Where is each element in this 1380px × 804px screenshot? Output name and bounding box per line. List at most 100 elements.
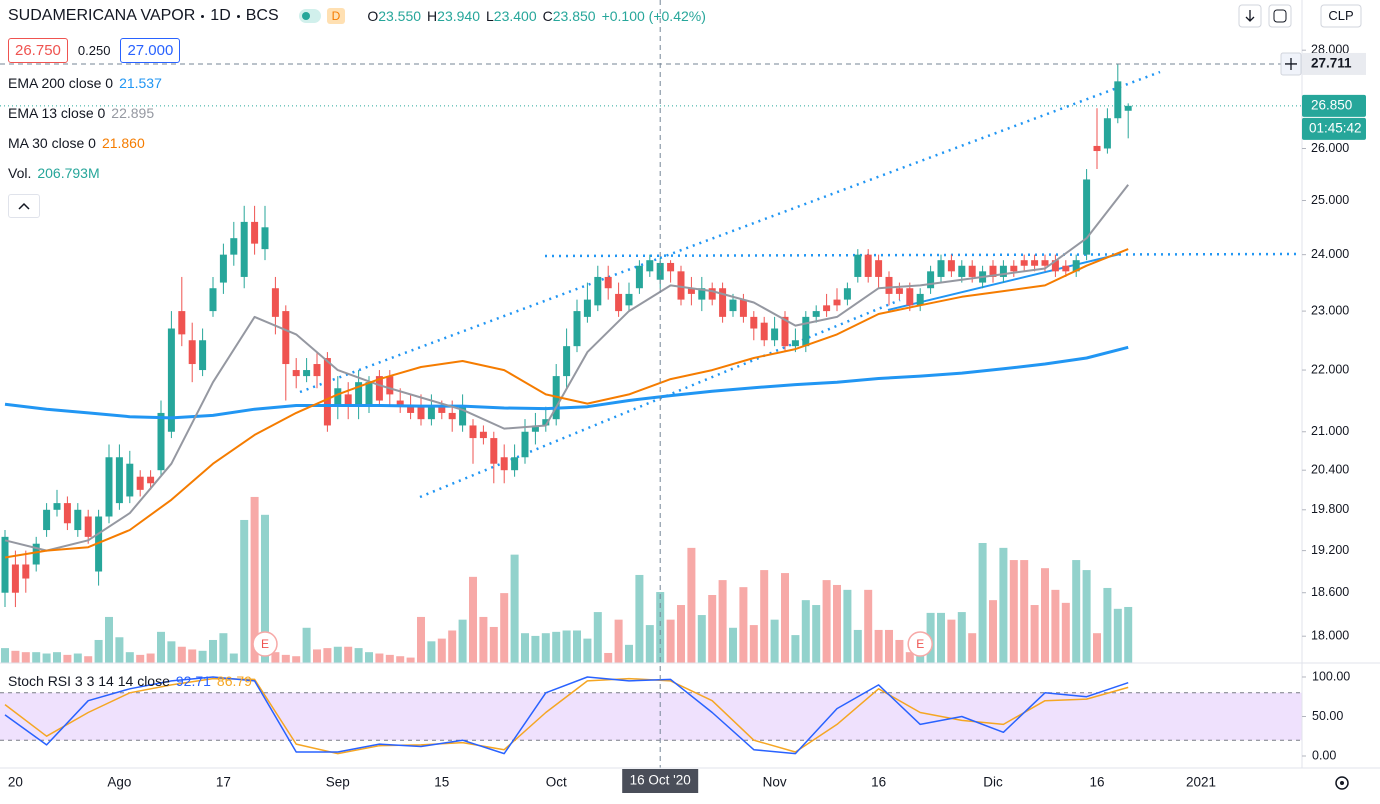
volume-bar [209,639,217,663]
volume-bar [323,648,332,663]
candle-body [386,376,394,395]
currency-box[interactable] [1320,4,1362,28]
volume-bar [687,547,696,663]
candle-body [469,425,477,439]
volume-bar [167,641,176,663]
volume-bar [354,648,363,663]
candle-body [396,400,404,407]
stoch-name: Stoch RSI 3 3 14 14 close [8,673,170,689]
candle-body [698,288,706,300]
volume-bar [635,574,644,663]
candle-body [448,412,456,420]
candle-body [968,265,976,277]
volume-bar [469,576,477,663]
candle-body [615,293,623,312]
y-tick-label: 26.000 [1311,141,1349,155]
last-price-label: 26.850 [1311,97,1352,112]
indicator-value: 206.793M [37,165,100,181]
candle-body [729,299,737,312]
volume-bar [302,627,311,663]
volume-bar [125,652,134,663]
candle-body [147,476,155,484]
candle-body [251,221,259,244]
indicator-value: 21.537 [119,75,162,91]
volume-bar [417,616,425,663]
candle-body [781,316,789,347]
candle-body [687,288,695,294]
candle-body [646,260,654,272]
volume-bar [552,631,561,663]
legend-item[interactable]: EMA 13 close 0 22.895 [8,98,706,128]
volume-bar [177,646,186,663]
candle-body [427,406,435,420]
candle-body [885,276,893,294]
volume-bar [968,633,977,663]
fullscreen-button[interactable] [1268,4,1292,28]
trend-line [299,256,661,394]
candle-body [854,254,862,277]
volume-bar [749,625,758,663]
candle-body [542,419,550,426]
volume-bar [885,629,893,663]
candle-body [282,311,290,365]
candle-body [604,276,612,289]
volume-bar [604,652,613,663]
event-label: E [916,637,924,651]
indicator-line [4,345,1129,420]
volume-bar [437,638,446,663]
indicator-name: MA 30 close 0 [8,135,96,151]
candle-body [115,457,123,504]
volume-bar [666,619,675,663]
candle-body [563,346,571,377]
candle-body [334,388,342,407]
volume-bar [510,554,519,663]
legend-item[interactable]: Vol. 206.793M [8,158,706,188]
volume-bar [1020,560,1029,663]
candle-body [511,457,519,471]
x-tick-label: 20 [8,775,23,790]
fullscreen-icon [1273,9,1287,23]
candle-body [1062,265,1070,272]
countdown-box [1302,117,1366,140]
volume-bar [73,653,82,663]
y-tick-label: 25.000 [1311,193,1349,207]
toggle[interactable] [298,9,321,23]
bid[interactable]: 26.750 [8,37,68,63]
volume-bar [94,639,103,663]
candle-body [999,265,1007,277]
event-marker [252,631,278,657]
ask[interactable]: 27.000 [120,37,181,63]
y-tick-label: 18.600 [1311,585,1349,599]
settings-icon[interactable] [1335,776,1349,790]
volume-bar [1093,633,1101,663]
x-tick-label: 16 [871,775,886,790]
readout-value: 23.850 [552,8,596,24]
volume-bar [84,656,93,663]
legend-item[interactable]: EMA 200 close 0 21.537 [8,68,706,98]
event-label: E [261,637,269,651]
volume-bar [781,573,789,663]
volume-bar [531,635,540,663]
readout-value: 23.400 [493,8,537,24]
readout-change: +0.100 (+0.42%) [601,8,706,24]
volume-bar [1124,606,1133,663]
volume-bar [333,646,342,663]
volume-bar [105,616,113,663]
y-tick-label: 18.000 [1311,629,1349,643]
candle-body [323,358,331,426]
y-tick-label: 24.000 [1311,247,1349,261]
candle-body [719,288,727,317]
indicator-value: 21.860 [101,135,145,151]
candle-body [937,260,945,277]
volume-bar [645,625,654,663]
stoch-y-tick-label: 50.00 [1312,709,1343,723]
volume-bar [11,650,20,663]
badge: D [326,8,346,24]
candle-body [84,516,92,537]
collapse-button[interactable] [8,194,40,218]
readout-key: H [427,8,438,24]
volume-bar [739,587,748,663]
legend-item[interactable]: MA 30 close 0 21.860 [8,128,706,158]
candle-body [313,364,321,377]
event-marker [907,631,933,657]
